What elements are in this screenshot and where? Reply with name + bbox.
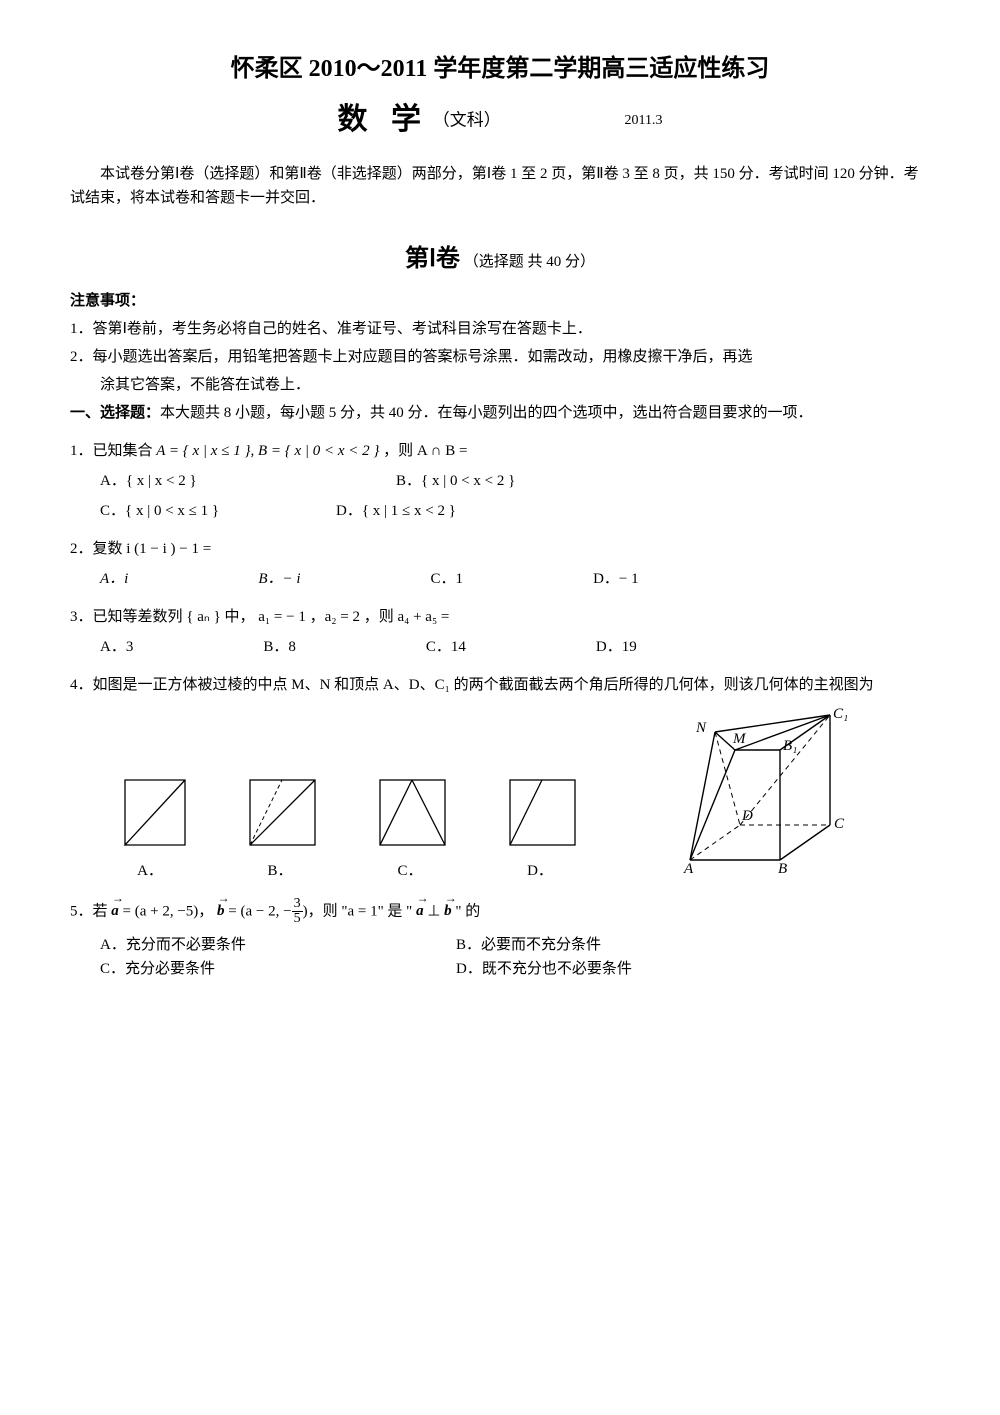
q3-opt-b: B．8 [263,635,296,659]
exam-date: 2011.3 [625,113,663,128]
part1-bold: 一、选择题： [70,405,160,421]
q1-options: A．{ x | x < 2 } B．{ x | 0 < x < 2 } [100,469,930,493]
q5-frac: 35 [292,897,303,927]
q2-opt-c: C．1 [431,567,464,591]
part1-head: 一、选择题：本大题共 8 小题，每小题 5 分，共 40 分．在每小题列出的四个… [70,401,930,425]
q5-vec-b: b [217,899,225,923]
q5-vec-a: a [111,899,119,923]
q4-label-b: B． [267,863,292,879]
question-2: 2．复数 i (1 − i ) − 1 = [70,537,930,561]
q4-option-figures: A． B． C． D． [100,765,590,883]
q5-opt-c: C．充分必要条件 [100,957,420,981]
question-3: 3．已知等差数列 { aₙ } 中， a₁ = − 1 ，a₂ = 2 ，则 a… [70,605,930,629]
section1-big: 第Ⅰ卷 [405,246,460,272]
q3-opt-a: A．3 [100,635,133,659]
q5-beq-pre: = (a − 2, − [228,903,291,919]
q2-opt-d: D．− 1 [593,567,639,591]
question-1: 1．已知集合 A = { x | x ≤ 1 }, B = { x | 0 < … [70,439,930,463]
cube-label-D: D [741,808,753,824]
cube-label-B: B [778,861,787,875]
notice-1: 1．答第Ⅰ卷前，考生务必将自己的姓名、准考证号、考试科目涂写在答题卡上． [70,317,930,341]
q1-opt-a: A．{ x | x < 2 } [100,469,360,493]
q1-pre: 1．已知集合 [70,443,156,459]
q5-frac-num: 3 [292,897,303,913]
notice-2: 2．每小题选出答案后，用铅笔把答题卡上对应题目的答案标号涂黑．如需改动，用橡皮擦… [70,345,930,369]
subject-big: 数 学 [338,103,430,136]
subject-small: （文科） [433,111,501,130]
q5-vec-a2: a [416,899,424,923]
q4-svg-c [360,765,460,855]
q3-pre: 3．已知等差数列 { aₙ } 中， [70,609,255,625]
page-title: 怀柔区 2010～2011 学年度第二学期高三适应性练习 [70,50,930,88]
cube-label-N: N [695,720,707,736]
q5-vec-b2: b [444,899,452,923]
exam-intro: 本试卷分第Ⅰ卷（选择题）和第Ⅱ卷（非选择题）两部分，第Ⅰ卷 1 至 2 页，第Ⅱ… [70,162,930,210]
q2-opt-b: B．− i [258,567,300,591]
cube-label-A: A [683,861,694,875]
q1-opt-d: D．{ x | 1 ≤ x < 2 } [336,499,486,523]
q3-opt-c: C．14 [426,635,466,659]
q5-pre: 5．若 [70,903,111,919]
part1-desc: 本大题共 8 小题，每小题 5 分，共 40 分．在每小题列出的四个选项中，选出… [160,405,813,421]
q4-svg-b [230,765,330,855]
notice-head: 注意事项： [70,289,930,313]
q4-cube-figure: A B C D B₁ C₁ M N [660,705,850,883]
subtitle-row: 数 学 （文科） 2011.3 [70,96,930,144]
q5-frac-den: 5 [292,912,303,927]
q2-opt-a: A．i [100,567,128,591]
q1-opt-c: C．{ x | 0 < x ≤ 1 } [100,499,300,523]
q4-fig-a: A． [100,765,200,883]
q5-perp: ⊥ [427,903,444,919]
cube-label-M: M [732,731,747,747]
q4-label-a: A． [137,863,163,879]
cube-label-C1: C₁ [833,706,848,722]
q3-opt-d: D．19 [596,635,637,659]
q5-opt-d: D．既不充分也不必要条件 [456,957,632,981]
q5-tail: " 的 [455,903,480,919]
q5-aeq: = (a + 2, −5)， [123,903,214,919]
question-4: 4．如图是一正方体被过棱的中点 M、N 和顶点 A、D、C₁ 的两个截面截去两个… [70,673,930,697]
q5-beq-post: )，则 "a = 1" 是 " [303,903,416,919]
q2-options: A．i B．− i C．1 D．− 1 [100,567,930,591]
q1-options-2: C．{ x | 0 < x ≤ 1 } D．{ x | 1 ≤ x < 2 } [100,499,930,523]
q5-opt-a: A．充分而不必要条件 [100,933,420,957]
section1-title: 第Ⅰ卷 （选择题 共 40 分） [70,240,930,278]
q4-svg-a [100,765,200,855]
q5-opt-b: B．必要而不充分条件 [456,933,606,957]
q4-fig-b: B． [230,765,330,883]
q4-figures-row: A． B． C． D． [100,705,930,883]
notice-2b: 涂其它答案，不能答在试卷上． [70,373,930,397]
q4-cube-svg: A B C D B₁ C₁ M N [660,705,850,875]
q4-fig-d: D． [490,765,590,883]
cube-label-C: C [834,816,845,832]
cube-label-B1: B₁ [783,738,797,754]
q3-options: A．3 B．8 C．14 D．19 [100,635,930,659]
section1-small: （选择题 共 40 分） [464,254,595,270]
q4-label-c: C． [397,863,422,879]
q4-label-d: D． [527,863,553,879]
q1-post: ，则 A ∩ B = [383,443,467,459]
question-5: 5．若 a = (a + 2, −5)， b = (a − 2, −35)，则 … [70,897,930,927]
q3-mid: a₁ = − 1 ，a₂ = 2 ，则 a₄ + a₅ = [258,609,449,625]
q1-math: A = { x | x ≤ 1 }, B = { x | 0 < x < 2 } [156,443,379,459]
q5-options: A．充分而不必要条件 B．必要而不充分条件 C．充分必要条件 D．既不充分也不必… [100,933,930,981]
q4-fig-c: C． [360,765,460,883]
q4-svg-d [490,765,590,855]
q1-opt-b: B．{ x | 0 < x < 2 } [396,469,546,493]
